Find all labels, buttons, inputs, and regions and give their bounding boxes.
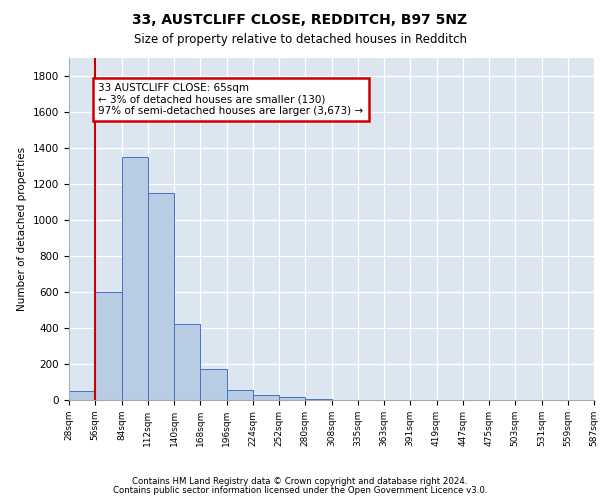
Bar [95,292,121,400]
Bar [200,370,227,400]
Text: 33 AUSTCLIFF CLOSE: 65sqm
← 3% of detached houses are smaller (130)
97% of semi-: 33 AUSTCLIFF CLOSE: 65sqm ← 3% of detach… [98,82,364,116]
Text: 33, AUSTCLIFF CLOSE, REDDITCH, B97 5NZ: 33, AUSTCLIFF CLOSE, REDDITCH, B97 5NZ [133,12,467,26]
Bar [174,324,200,400]
Y-axis label: Number of detached properties: Number of detached properties [17,146,28,311]
Bar [227,390,253,400]
Text: Contains HM Land Registry data © Crown copyright and database right 2024.: Contains HM Land Registry data © Crown c… [132,477,468,486]
Text: Size of property relative to detached houses in Redditch: Size of property relative to detached ho… [133,32,467,46]
Bar [279,398,305,400]
Text: Contains public sector information licensed under the Open Government Licence v3: Contains public sector information licen… [113,486,487,495]
Bar [148,192,174,400]
Bar [121,156,148,400]
Bar [69,391,95,400]
Bar [305,399,331,400]
Bar [253,394,279,400]
